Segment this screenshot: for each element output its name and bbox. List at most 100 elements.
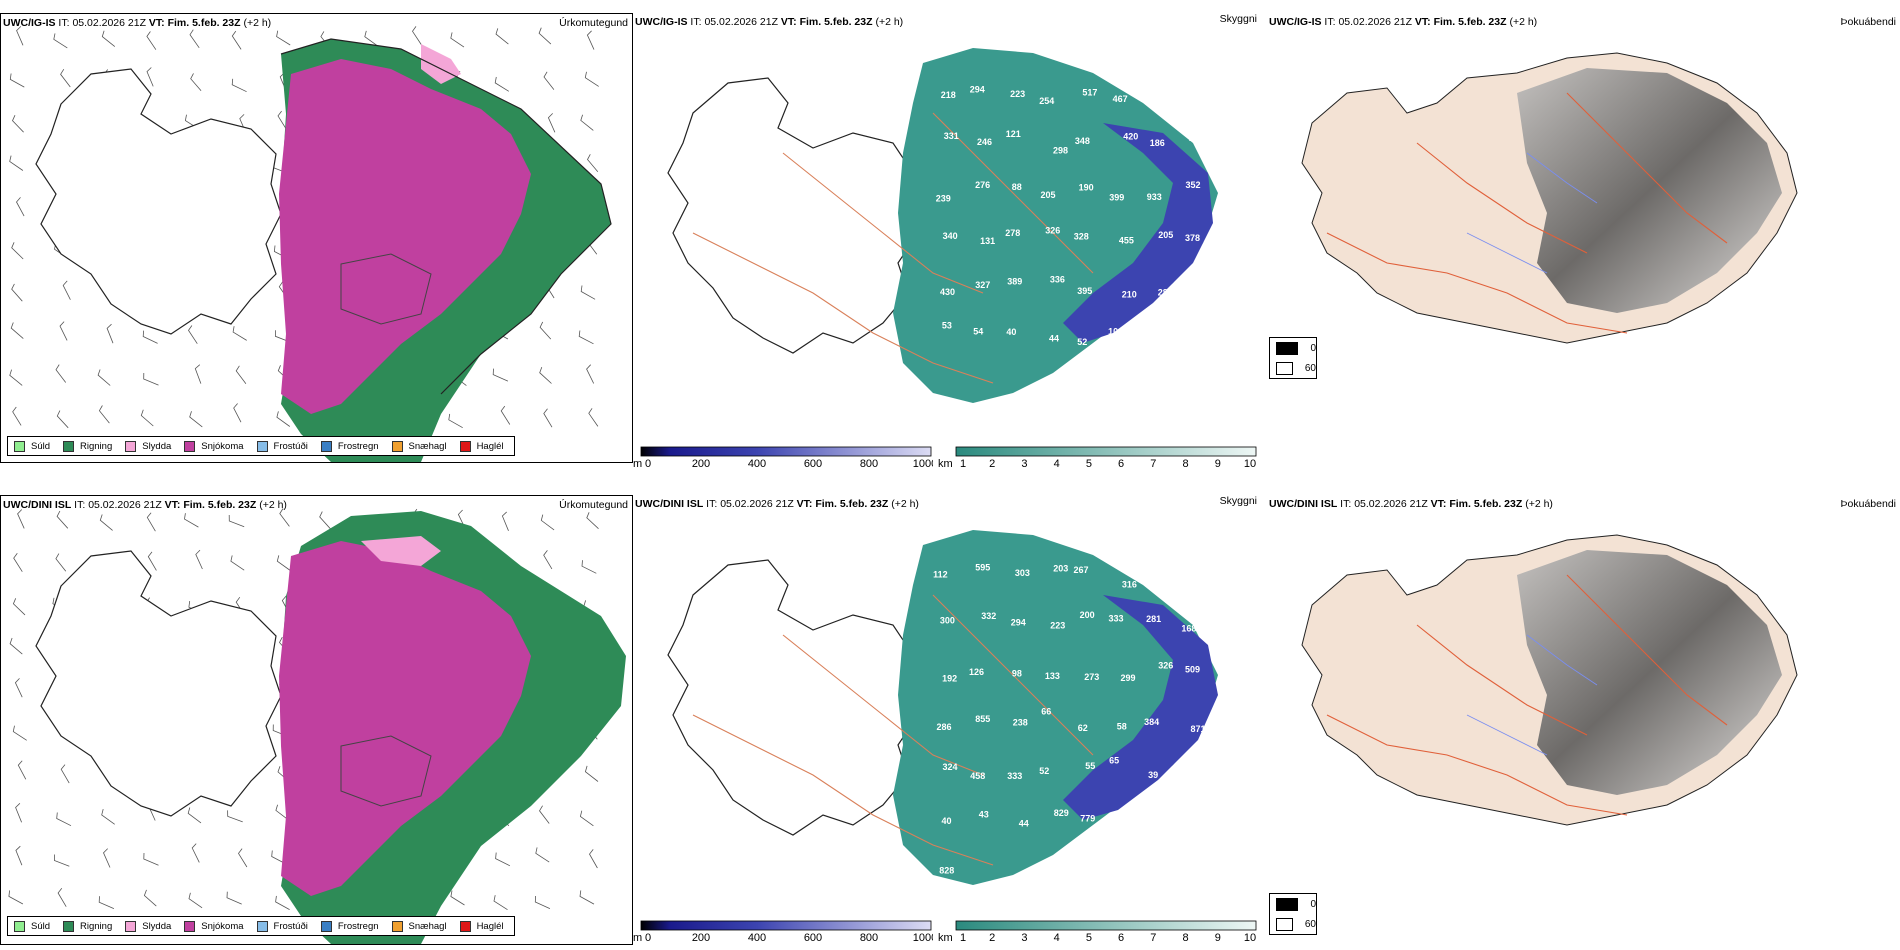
fog-swatch-white (1276, 917, 1293, 931)
cloud-base-label: 303 (1015, 568, 1030, 578)
iceland-west-outline (667, 559, 919, 836)
legend-item-haglel: Haglél (459, 440, 504, 452)
cloud-base-label: 294 (1011, 618, 1026, 628)
road-network (692, 594, 1094, 866)
cloud-base-label: 326 (1158, 661, 1173, 671)
cloud-base-label: 298 (1053, 146, 1068, 156)
cloud-base-label: 98 (1012, 668, 1022, 678)
wind-barb (103, 848, 111, 868)
cloud-base-label: 855 (975, 714, 990, 724)
panel-title: Þokuábendi (1840, 16, 1896, 28)
wind-barb (15, 803, 22, 823)
height-tick: 600 (804, 932, 822, 944)
wind-barb (106, 323, 114, 344)
swatch-snaehagl (391, 440, 403, 452)
precip-legend: Súld Rigning Slydda Snjókoma Frostúði Fr… (7, 916, 515, 936)
fog-panel-row2: UWC/DINI ISL IT: 05.02.2026 21Z VT: Fim.… (1267, 495, 1900, 945)
wind-barb (547, 113, 556, 133)
wind-barb (62, 280, 71, 300)
vis-unit: km (938, 932, 953, 944)
cloud-base-label: 612 (1178, 817, 1193, 827)
cloud-base-label: 239 (936, 194, 951, 204)
vis-tick: 5 (1086, 458, 1092, 470)
cloud-base-label: 66 (1041, 707, 1051, 717)
cloud-base-label: 378 (1185, 233, 1200, 243)
wind-barb (271, 850, 286, 865)
cloud-base-label: 420 (1123, 131, 1138, 141)
cloud-base-label: 44 (1019, 819, 1029, 829)
cloud-base-label: 267 (1186, 84, 1201, 94)
iceland-west-outline (667, 77, 919, 354)
cloud-base-label: 909 (1179, 338, 1194, 348)
swatch-frostregn (320, 440, 332, 452)
height-unit: m (633, 932, 642, 944)
wind-barb (194, 364, 202, 384)
panel-header: UWC/DINI ISL IT: 05.02.2026 21Z VT: Fim.… (635, 498, 919, 510)
cloud-base-label: 467 (1113, 94, 1128, 104)
cloud-base-label: 328 (1074, 231, 1089, 241)
height-tick: 0 (645, 458, 651, 470)
height-tick: 800 (860, 932, 878, 944)
wind-barb (231, 30, 242, 50)
precip-panel-row2: UWC/DINI ISL IT: 05.02.2026 21Z VT: Fim.… (0, 495, 633, 945)
wind-barb (146, 512, 156, 532)
wind-barb (580, 114, 594, 131)
cloud-base-label: 324 (1154, 81, 1169, 91)
legend-item-snaehagl: Snæhagl (391, 920, 447, 932)
cloud-base-label: 828 (939, 866, 954, 876)
wind-barb (538, 27, 552, 45)
wind-barb (230, 555, 245, 571)
wind-barb (143, 852, 159, 866)
cloud-base-label: 299 (1121, 673, 1136, 683)
cloud-base-label: 430 (940, 287, 955, 297)
cloud-base-label: 352 (1186, 180, 1201, 190)
wind-barb (535, 847, 550, 863)
cloud-labels: 218 294 223 254 517 467 324 267 331 246 121 298 348 4… (936, 81, 1204, 347)
wind-barb (191, 843, 200, 863)
cloud-base-label: 285 (1158, 288, 1173, 298)
height-tick: 400 (748, 932, 766, 944)
wind-barb (501, 511, 509, 531)
cloud-base-label: 246 (977, 137, 992, 147)
wind-barb (188, 892, 203, 909)
wind-barb (190, 73, 202, 92)
road-network (1326, 92, 1728, 334)
vis-tick: 3 (1021, 932, 1027, 944)
wind-barb (231, 78, 247, 93)
east-coast-outline (280, 38, 612, 395)
vis-tick: 4 (1054, 932, 1060, 944)
panel-title: Úrkomutegund (559, 17, 628, 29)
height-tick: 1000 (913, 932, 933, 944)
wind-barb (275, 895, 290, 910)
glacier-outline (340, 735, 432, 807)
wind-barb (9, 155, 24, 171)
wind-barb (450, 32, 465, 48)
cloud-base-label: 40 (1006, 327, 1016, 337)
wind-barb (276, 555, 291, 571)
cloud-base-label: 52 (1077, 337, 1087, 347)
cloud-panel-row1: UWC/IG-IS IT: 05.02.2026 21Z VT: Fim. 5.… (633, 13, 1267, 470)
cloud-base-label: 199 (1155, 804, 1170, 814)
fog-shading (1517, 550, 1782, 795)
swatch-slydda (125, 920, 137, 932)
glacier-outline (340, 253, 432, 325)
cloud-base-label: 779 (1080, 813, 1095, 823)
cloud-base-label: 54 (973, 326, 983, 336)
cloud-base-label: 55 (1085, 761, 1095, 771)
fog-swatch-white (1276, 361, 1293, 375)
panel-header: UWC/DINI ISL IT: 05.02.2026 21Z VT: Fim.… (3, 499, 287, 511)
height-tick: 1000 (913, 458, 933, 470)
swatch-frostudi (256, 920, 268, 932)
wind-barb (275, 330, 291, 343)
legend-item-sudd: Súld (14, 920, 50, 932)
legend-item-snjokoma: Snjókoma (184, 920, 244, 932)
legend-item-haglel: Haglél (459, 920, 504, 932)
wind-barb (10, 322, 24, 339)
swatch-rigning (63, 440, 75, 452)
vis-tick: 2 (989, 932, 995, 944)
wind-barb (143, 372, 159, 386)
rivers (1466, 152, 1598, 274)
vis-colorbar: km 1 2 3 4 5 6 7 8 9 10 (938, 446, 1257, 470)
cloud-base-label: 62 (1078, 723, 1088, 733)
legend-item-snjokoma: Snjókoma (184, 440, 244, 452)
